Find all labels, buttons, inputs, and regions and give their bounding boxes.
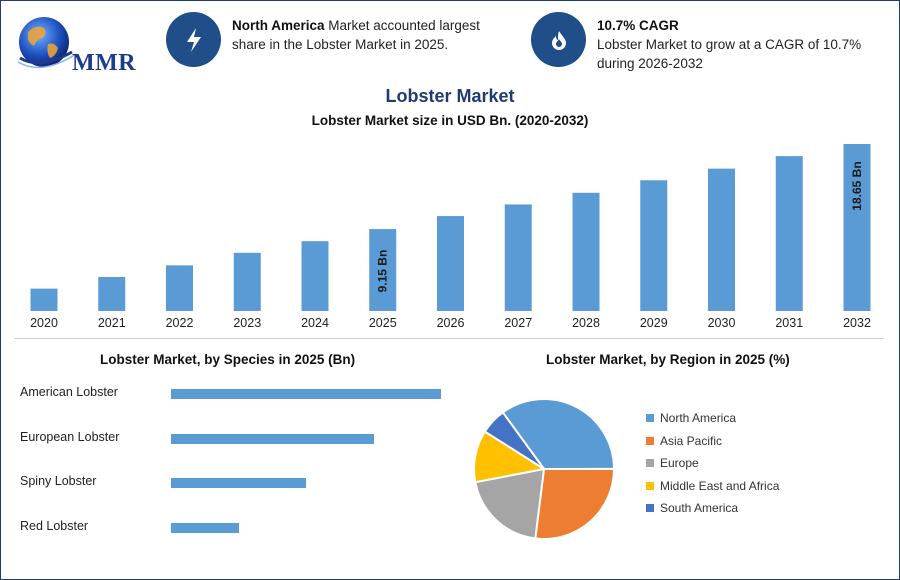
bar-2031 <box>775 156 803 311</box>
info-card-cagr-text: 10.7% CAGR Lobster Market to grow at a CA… <box>597 16 891 73</box>
bar-data-label: 9.15 Bn <box>376 250 390 293</box>
info-card-region-bold: North America <box>232 18 325 33</box>
bar-2022 <box>166 265 193 311</box>
bar-2032 <box>843 144 871 311</box>
main-title: Lobster Market <box>385 86 515 106</box>
bar-data-label: 18.65 Bn <box>850 161 864 210</box>
bar-2029 <box>640 180 668 311</box>
info-card-region-text: North America Market accounted largest s… <box>232 16 506 54</box>
info-card-cagr: 10.7% CAGR Lobster Market to grow at a CA… <box>531 10 891 73</box>
x-tick-label: 2029 <box>640 316 668 330</box>
market-size-bar-chart: 2020 2021 2022 2023 2024 2025 9.15 Bn 2026 2027 2… <box>30 144 871 330</box>
lightning-icon <box>166 12 221 67</box>
x-tick-label: 2024 <box>301 316 329 330</box>
info-card-region: North America Market accounted largest s… <box>166 10 506 70</box>
x-tick-label: 2025 <box>369 316 397 330</box>
legend-swatch <box>646 481 654 490</box>
species-label: Red Lobster <box>20 518 89 533</box>
legend-swatch <box>646 459 654 468</box>
bar-chart-title: Lobster Market size in USD Bn. (2020-203… <box>311 113 589 128</box>
bar-2028 <box>572 192 600 311</box>
mmr-logo: MMR <box>14 12 154 82</box>
species-bar <box>171 433 374 444</box>
pie-slice-asia-pacific <box>534 467 616 540</box>
info-card-cagr-body: Lobster Market to grow at a CAGR of 10.7… <box>597 37 862 71</box>
x-tick-label: 2031 <box>775 316 803 330</box>
legend-label: North America <box>660 411 737 426</box>
x-tick-label: 2021 <box>98 316 126 330</box>
bar-2024 <box>301 241 329 311</box>
x-tick-label: 2030 <box>708 316 736 330</box>
logo-text: MMR <box>72 50 137 76</box>
legend-label: Middle East and Africa <box>660 478 780 493</box>
pie-slice-south-america <box>483 411 545 470</box>
globe-icon <box>17 17 77 69</box>
x-tick-label: 2020 <box>30 316 58 330</box>
info-card-region-body: Market accounted largest share in the Lo… <box>232 18 480 52</box>
x-tick-label: 2026 <box>437 316 465 330</box>
legend-swatch <box>646 414 654 423</box>
bar-2030 <box>708 168 735 311</box>
x-tick-label: 2023 <box>233 316 261 330</box>
x-tick-label: 2022 <box>166 316 194 330</box>
bar-2021 <box>98 276 126 311</box>
species-label: American Lobster <box>20 385 118 399</box>
species-row: European Lobster <box>20 429 460 449</box>
species-label: European Lobster <box>20 429 120 444</box>
legend-item: Europe <box>646 452 779 475</box>
info-card-cagr-bold: 10.7% CAGR <box>597 18 679 33</box>
bar-2020 <box>30 288 58 311</box>
region-legend: North America Asia Pacific Europe Middle Ea… <box>646 407 779 520</box>
legend-item: South America <box>646 497 779 520</box>
bar-2023 <box>233 252 261 311</box>
species-bar <box>171 389 441 399</box>
species-label: Spiny Lobster <box>20 474 97 488</box>
region-chart-title: Lobster Market, by Region in 2025 (%) <box>546 352 790 367</box>
species-row: Spiny Lobster <box>20 473 460 493</box>
x-tick-label: 2032 <box>843 316 871 330</box>
bar-2027 <box>504 204 532 311</box>
pie-slice-europe <box>474 467 546 540</box>
species-bar <box>171 478 306 488</box>
species-row: Red Lobster <box>20 518 460 538</box>
bar-2025 <box>369 229 397 311</box>
legend-label: Asia Pacific <box>660 433 723 448</box>
legend-item: Asia Pacific <box>646 430 779 453</box>
legend-swatch <box>646 504 654 513</box>
legend-item: Middle East and Africa <box>646 475 779 498</box>
species-bar <box>171 522 239 533</box>
x-tick-label: 2027 <box>504 316 532 330</box>
bar-2026 <box>437 216 464 311</box>
species-chart-title: Lobster Market, by Species in 2025 (Bn) <box>100 352 356 367</box>
legend-swatch <box>646 436 654 445</box>
x-tick-label: 2028 <box>572 316 600 330</box>
growth-flame-icon <box>531 12 586 67</box>
section-divider <box>14 338 884 339</box>
legend-label: South America <box>660 501 739 516</box>
species-row: American Lobster <box>20 384 460 404</box>
legend-item: North America <box>646 407 779 430</box>
legend-label: Europe <box>660 456 699 471</box>
pie-slice-north-america <box>501 398 616 471</box>
region-pie-chart <box>473 398 616 540</box>
